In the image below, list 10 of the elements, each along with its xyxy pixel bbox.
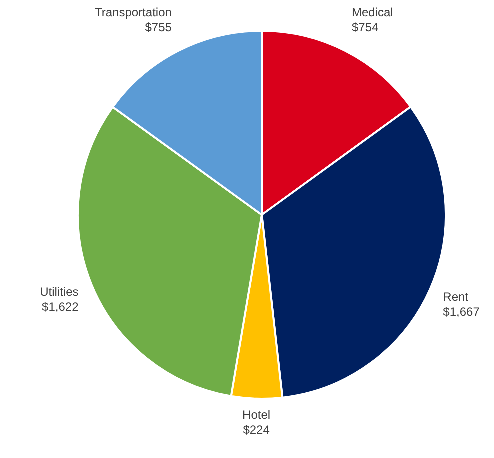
data-label: $1,667 [443,304,480,319]
data-label: $754 [352,20,379,35]
data-label: $1,622 [42,300,80,314]
slice-label: Transportation [94,6,172,20]
slice-label: Hotel [242,408,271,422]
slice-label: Utilities [40,285,79,299]
slice-label: Medical [352,6,394,20]
data-label: $755 [145,20,172,35]
slice-label: Rent [443,290,470,304]
data-label: $224 [243,422,270,437]
